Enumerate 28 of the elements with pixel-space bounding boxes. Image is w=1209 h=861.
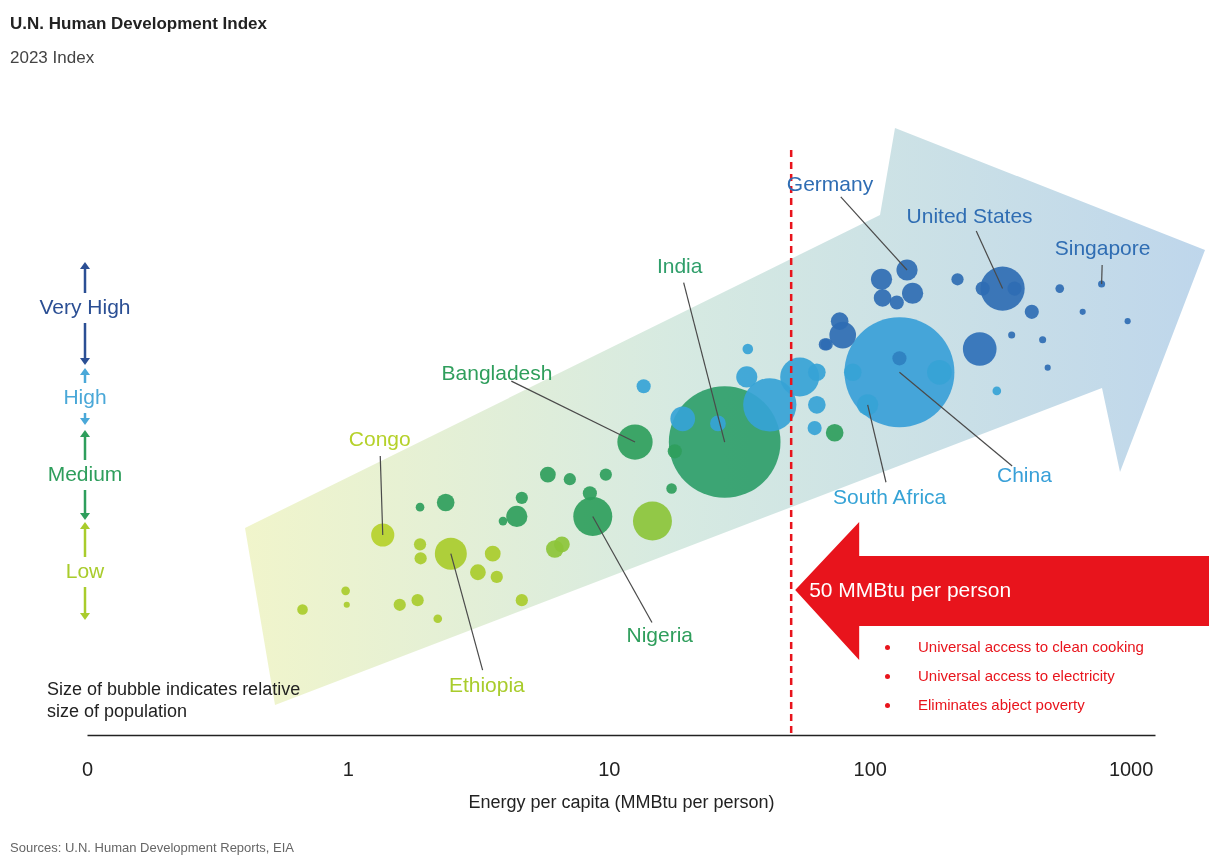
annotation: Bangladesh [441, 361, 553, 385]
annotation: Universal access to electricity [918, 667, 1115, 684]
annotation: Size of bubble indicates relative size of population [47, 678, 302, 722]
annotation: China [997, 463, 1053, 487]
annotation: United States [906, 203, 1033, 227]
x-tick-label: 10 [598, 757, 621, 780]
annotation: Eliminates abject poverty [918, 696, 1085, 713]
x-axis-title: Energy per capita (MMBtu per person) [468, 791, 775, 812]
annotation: Ethiopia [448, 672, 526, 696]
annotation: South Africa [833, 484, 947, 508]
x-tick-label: 100 [853, 757, 887, 780]
annotation: Medium [46, 462, 124, 486]
annotation: India [656, 254, 703, 278]
x-tick-label: 0 [81, 757, 94, 780]
x-tick-label: 1 [342, 757, 354, 780]
annotation: Germany [786, 171, 874, 195]
chart-title: U.N. Human Development Index [10, 14, 267, 34]
annotation: Singapore [1054, 235, 1151, 259]
chart-subtitle: 2023 Index [10, 48, 95, 68]
annotation: High [62, 385, 108, 409]
annotation: Congo [348, 427, 411, 451]
annotation: Very High [38, 295, 132, 319]
annotation: Low [64, 559, 106, 583]
ref-line-label: 50 MMBtu per person [809, 578, 1012, 602]
annotation: Universal access to clean cooking [918, 638, 1144, 655]
annotation: Nigeria [626, 623, 694, 647]
x-tick-label: 1000 [1108, 757, 1154, 780]
source-note: Sources: U.N. Human Development Reports, EIA [10, 840, 294, 855]
